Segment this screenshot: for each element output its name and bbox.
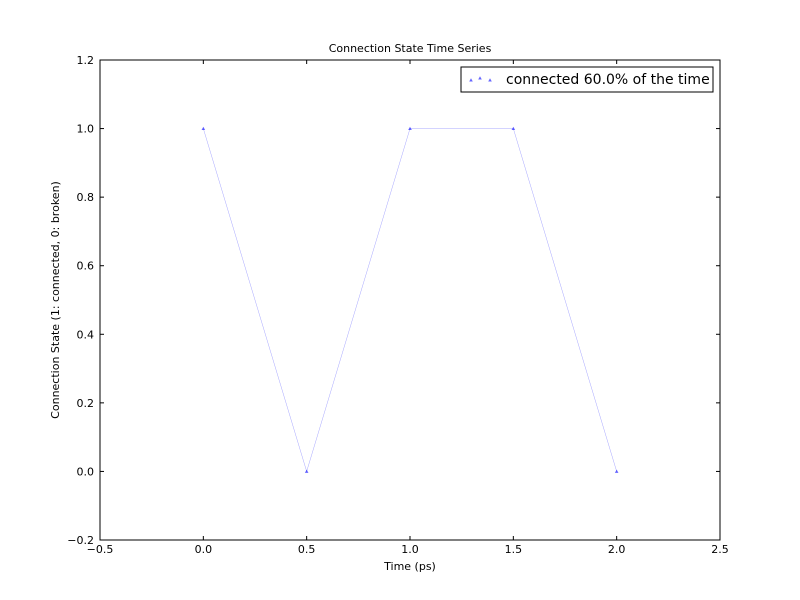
y-axis-title: Connection State (1: connected, 0: broke… <box>49 181 62 419</box>
chart-title: Connection State Time Series <box>329 42 492 55</box>
legend-marker <box>469 76 492 82</box>
legend-box <box>460 66 714 93</box>
series-line <box>203 128 617 473</box>
data-series <box>201 126 619 473</box>
x-tick-label: 2.5 <box>711 543 729 556</box>
legend-marker-point <box>478 76 482 80</box>
x-tick-label: 1.5 <box>505 543 523 556</box>
data-point <box>408 126 412 131</box>
x-tick-label: −0.5 <box>87 543 114 556</box>
y-tick-label: 1.2 <box>77 54 95 67</box>
x-tick-label: 0.5 <box>298 543 316 556</box>
axis-ticks: −0.5 0.0 0.5 1.0 1.5 2.0 2.5 −0.2 0.0 0.2 0.4 0.6 0.… <box>67 54 728 556</box>
plot-area-frame <box>99 59 721 541</box>
legend: connected 60.0% of the time <box>460 66 714 93</box>
y-tick-label: 0.6 <box>77 260 95 273</box>
legend-label: connected 60.0% of the time <box>506 72 710 88</box>
y-tick-label: 0.2 <box>77 397 95 410</box>
x-tick-label: 2.0 <box>608 543 626 556</box>
x-tick-label: 1.0 <box>401 543 419 556</box>
data-point <box>304 469 309 473</box>
x-tick-label: 0.0 <box>195 543 213 556</box>
legend-marker-point <box>469 78 473 82</box>
y-tick-label: 1.0 <box>77 123 95 136</box>
data-point <box>614 469 619 473</box>
y-tick-label: 0.4 <box>77 328 95 341</box>
y-tick-label: 0.0 <box>77 465 95 478</box>
y-tick-label: −0.2 <box>67 534 94 547</box>
legend-marker-point <box>488 78 492 82</box>
y-tick-label: 0.8 <box>77 191 95 204</box>
data-point <box>511 126 516 131</box>
x-axis-title: Time (ps) <box>383 560 436 573</box>
data-point <box>201 126 206 131</box>
